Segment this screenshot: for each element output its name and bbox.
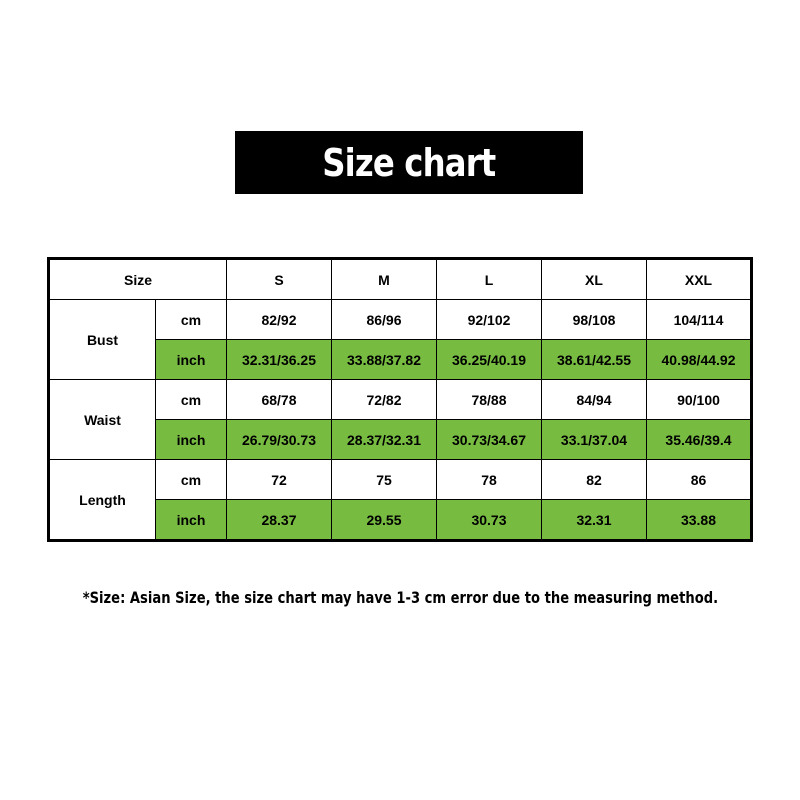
value-cell: 78/88 <box>436 379 542 420</box>
value-cell: 72/82 <box>331 379 437 420</box>
value-cell: 33.88/37.82 <box>331 339 437 380</box>
table-row: inch 28.37 29.55 30.73 32.31 33.88 <box>49 499 752 541</box>
measurement-label: Bust <box>48 299 156 380</box>
value-cell: 86 <box>646 459 752 500</box>
value-cell: 28.37/32.31 <box>331 419 437 460</box>
value-cell: 86/96 <box>331 299 437 340</box>
table-row: Bust cm 82/92 86/96 92/102 98/108 104/114 <box>48 299 752 380</box>
value-cell: 40.98/44.92 <box>646 339 752 380</box>
header-size-label: Size <box>48 258 227 300</box>
value-cell: 30.73/34.67 <box>436 419 542 460</box>
table-row: inch 26.79/30.73 28.37/32.31 30.73/34.67 33.… <box>49 419 752 460</box>
value-cell: 32.31/36.25 <box>226 339 332 380</box>
header-row: Size S M L XL XXL <box>48 258 752 300</box>
table-row: Waist cm 68/78 72/82 78/88 84/94 90/100 <box>48 379 752 460</box>
value-cell: 33.88 <box>646 499 752 541</box>
value-cell: 78 <box>436 459 542 500</box>
table-row: inch 32.31/36.25 33.88/37.82 36.25/40.19 38.… <box>49 339 752 380</box>
value-cell: 28.37 <box>226 499 332 541</box>
measurement-label: Waist <box>48 379 156 460</box>
value-cell: 104/114 <box>646 299 752 340</box>
value-cell: 29.55 <box>331 499 437 541</box>
unit-label: cm <box>155 379 227 420</box>
value-cell: 33.1/37.04 <box>541 419 647 460</box>
value-cell: 72 <box>226 459 332 500</box>
unit-label: inch <box>155 419 227 460</box>
measurement-label: Length <box>48 459 156 541</box>
value-cell: 26.79/30.73 <box>226 419 332 460</box>
unit-label: inch <box>155 499 227 541</box>
table-row: Length cm 72 75 78 82 86 <box>48 459 752 541</box>
note-text: *Size: Asian Size, the size chart may ha… <box>82 588 718 607</box>
value-cell: 98/108 <box>541 299 647 340</box>
title-text: Size chart <box>322 140 496 185</box>
value-cell: 82 <box>541 459 647 500</box>
size-note: *Size: Asian Size, the size chart may ha… <box>0 588 800 607</box>
value-cell: 38.61/42.55 <box>541 339 647 380</box>
size-table: Size S M L XL XXL Bust cm 82/92 86/96 92/102 98/108… <box>47 257 753 542</box>
header-size: XXL <box>646 258 752 300</box>
header-size: XL <box>541 258 647 300</box>
unit-label: cm <box>155 459 227 500</box>
value-cell: 82/92 <box>226 299 332 340</box>
unit-label: inch <box>155 339 227 380</box>
header-size: S <box>226 258 332 300</box>
header-size: M <box>331 258 437 300</box>
value-cell: 92/102 <box>436 299 542 340</box>
value-cell: 90/100 <box>646 379 752 420</box>
header-size: L <box>436 258 542 300</box>
value-cell: 75 <box>331 459 437 500</box>
value-cell: 36.25/40.19 <box>436 339 542 380</box>
value-cell: 84/94 <box>541 379 647 420</box>
value-cell: 32.31 <box>541 499 647 541</box>
value-cell: 35.46/39.4 <box>646 419 752 460</box>
page-title: Size chart <box>235 131 583 194</box>
value-cell: 68/78 <box>226 379 332 420</box>
value-cell: 30.73 <box>436 499 542 541</box>
unit-label: cm <box>155 299 227 340</box>
